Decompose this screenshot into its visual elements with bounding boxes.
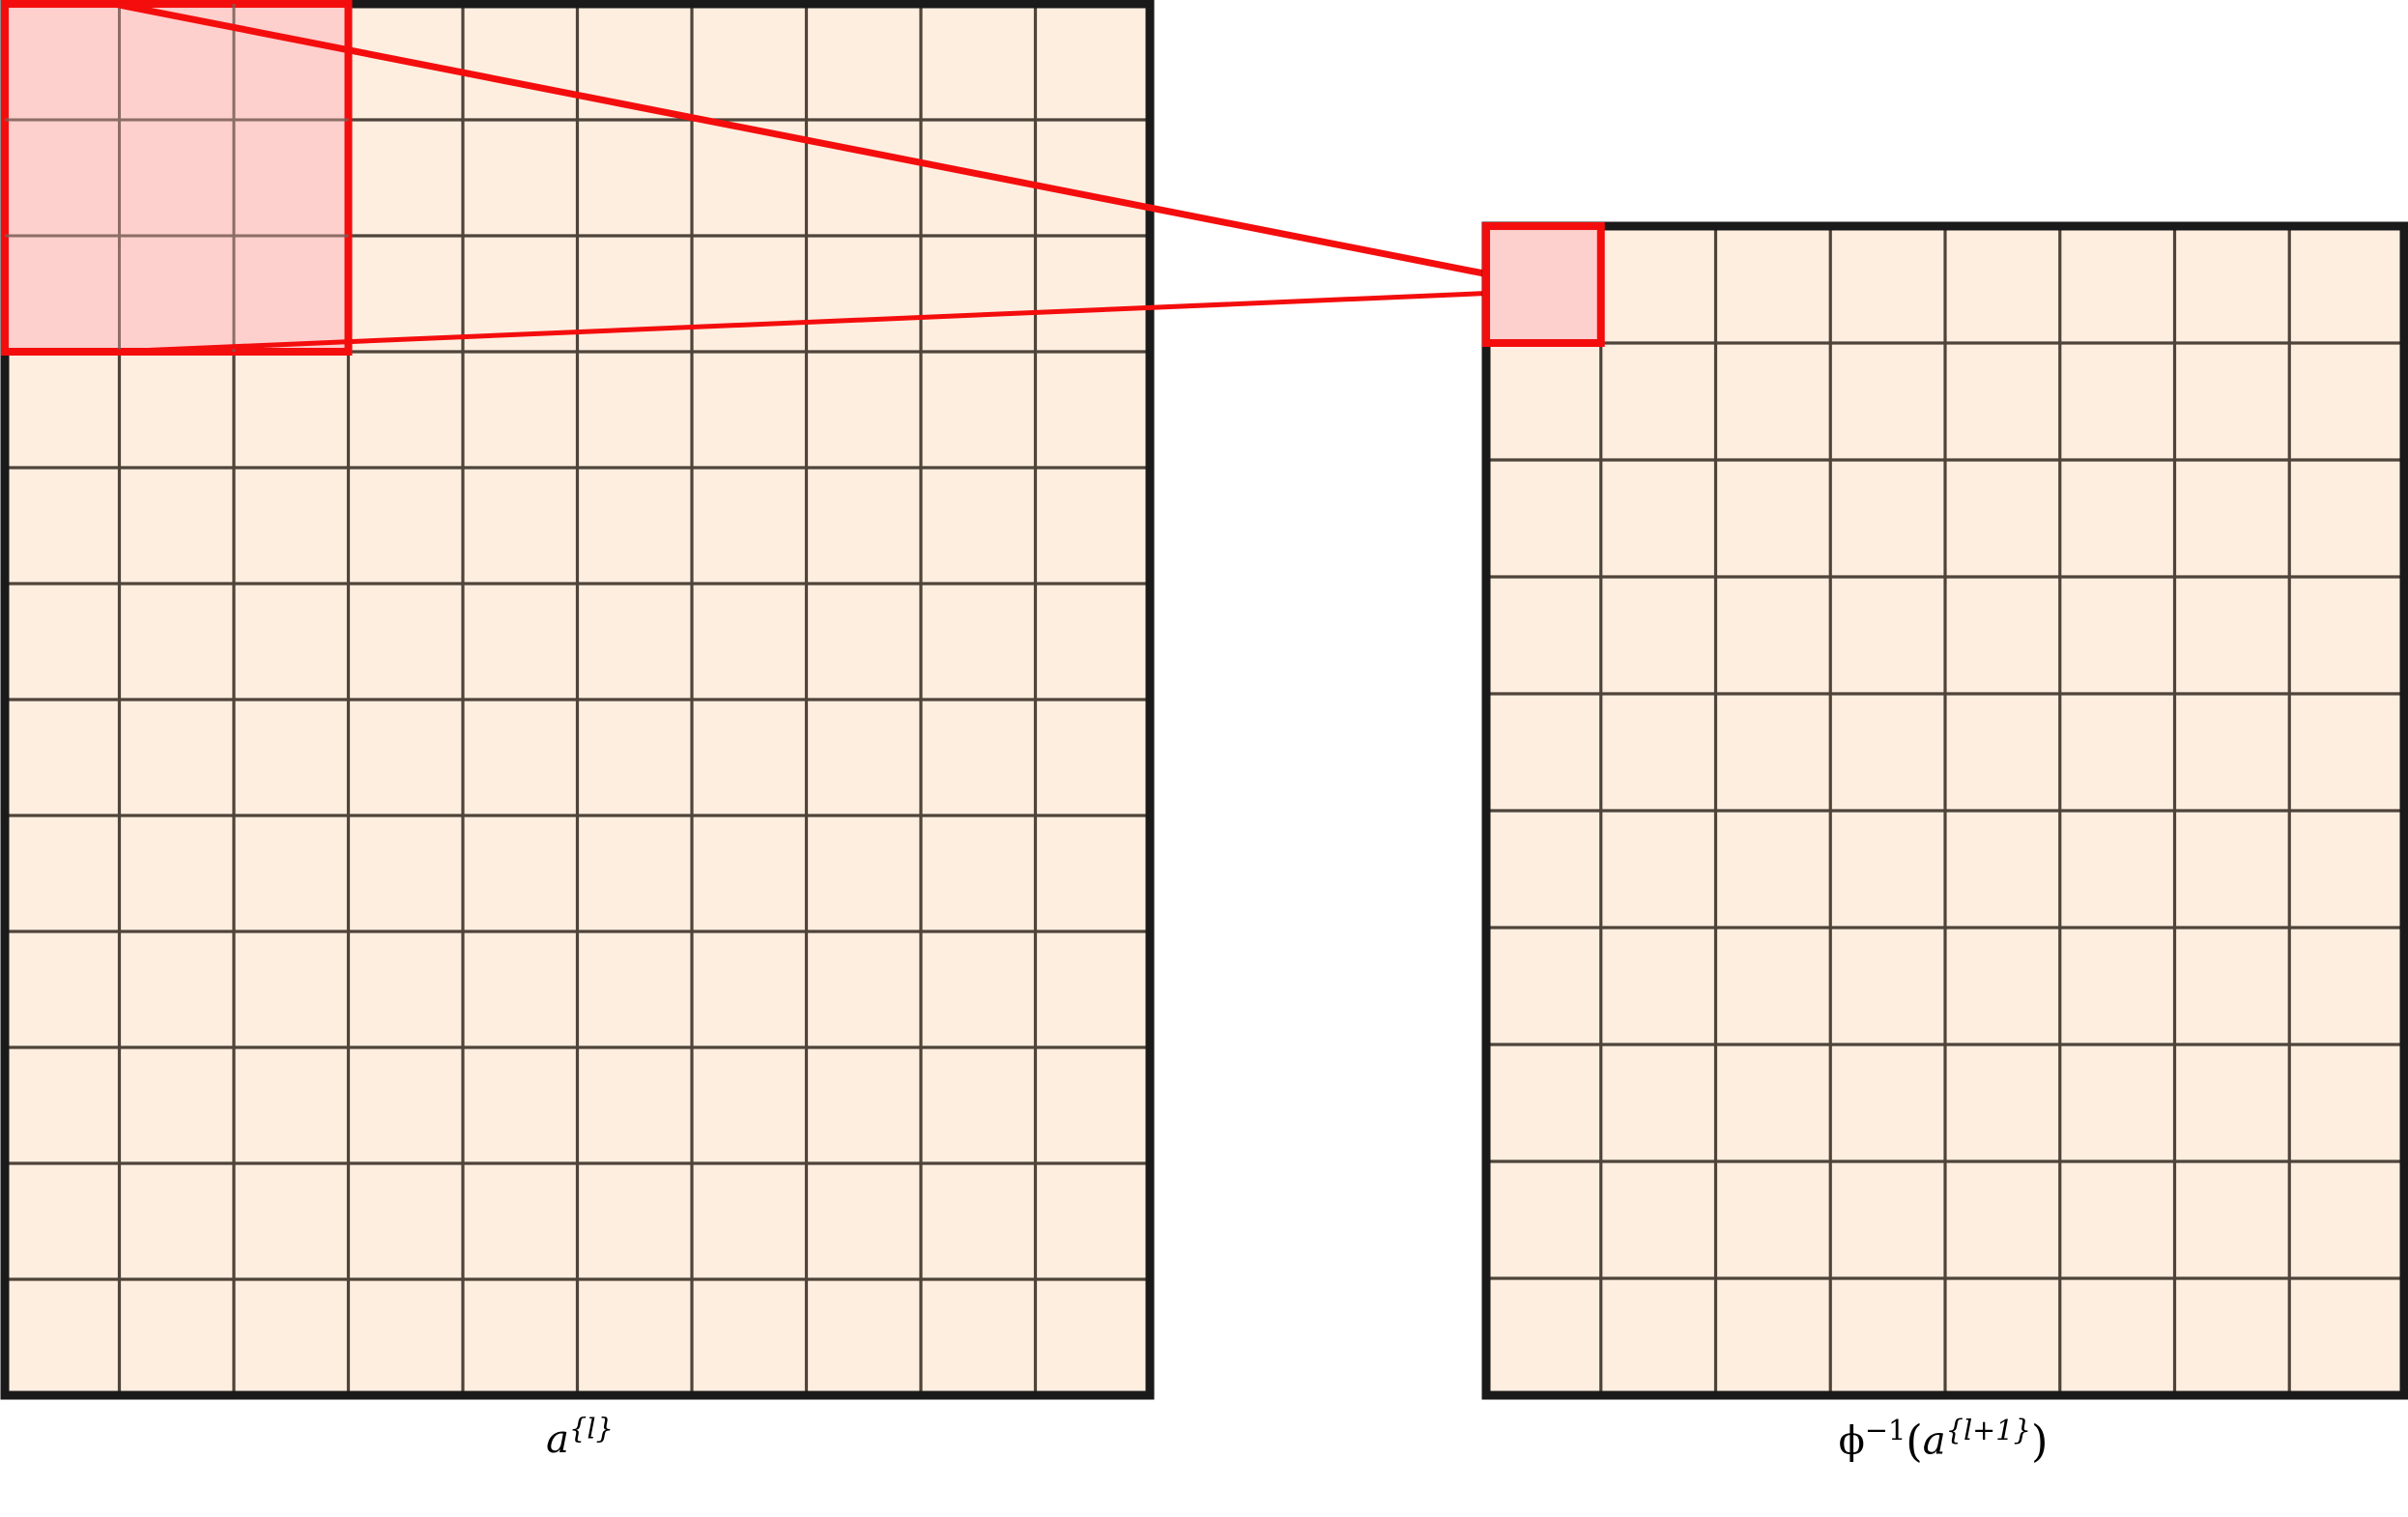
right-paren-glyph: )	[2030, 1416, 2049, 1467]
left-label-base: a	[546, 1417, 569, 1462]
left-panel	[0, 0, 1155, 1400]
right-panel-label: ϕ−1(a{l+1})	[1478, 1417, 2408, 1464]
right-label-argument-superscript: {l+1}	[1945, 1413, 2031, 1446]
right-grid-lines	[1486, 226, 2404, 1395]
left-paren-glyph: (	[1906, 1416, 1923, 1467]
right-panel	[1481, 221, 2408, 1400]
right-label-phi: ϕ	[1838, 1418, 1865, 1464]
connector-top-line	[113, 0, 1568, 294]
left-label-superscript: {l}	[569, 1412, 614, 1445]
right-highlight-region	[1482, 222, 1605, 347]
right-grid-outer-border	[1481, 221, 2408, 1400]
connector-bottom-line	[113, 287, 1568, 355]
right-label-exponent: −1	[1864, 1413, 1906, 1446]
left-highlight-inner-lines	[5, 4, 349, 352]
left-highlight-region	[1, 0, 353, 356]
right-label-argument-base: a	[1922, 1418, 1946, 1464]
left-panel-label: a{l}	[0, 1415, 1160, 1462]
connector-lines	[113, 0, 1568, 355]
left-grid-outer-border	[0, 0, 1155, 1400]
